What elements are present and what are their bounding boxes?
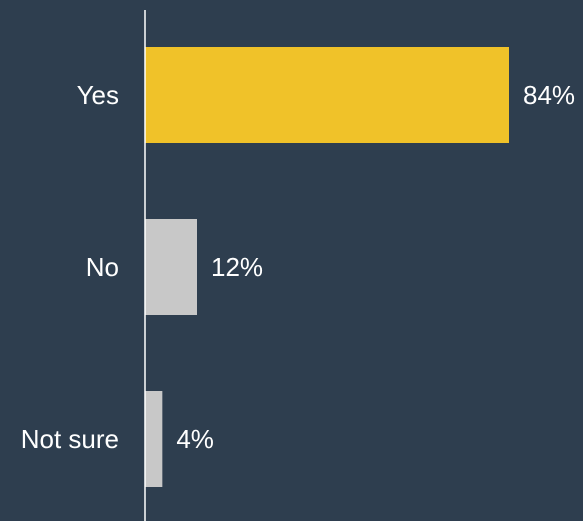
bar-yes [145,47,509,143]
category-label-no: No [86,252,119,282]
value-label-yes: 84% [523,80,575,110]
value-label-no: 12% [211,252,263,282]
category-label-not-sure: Not sure [21,424,119,454]
value-label-not-sure: 4% [176,424,214,454]
bars-layer [145,47,509,487]
labels-layer: Yes 84% No 12% Not sure 4% [21,80,575,454]
bar-no [145,219,197,315]
bar-not-sure [145,391,163,487]
category-label-yes: Yes [77,80,119,110]
